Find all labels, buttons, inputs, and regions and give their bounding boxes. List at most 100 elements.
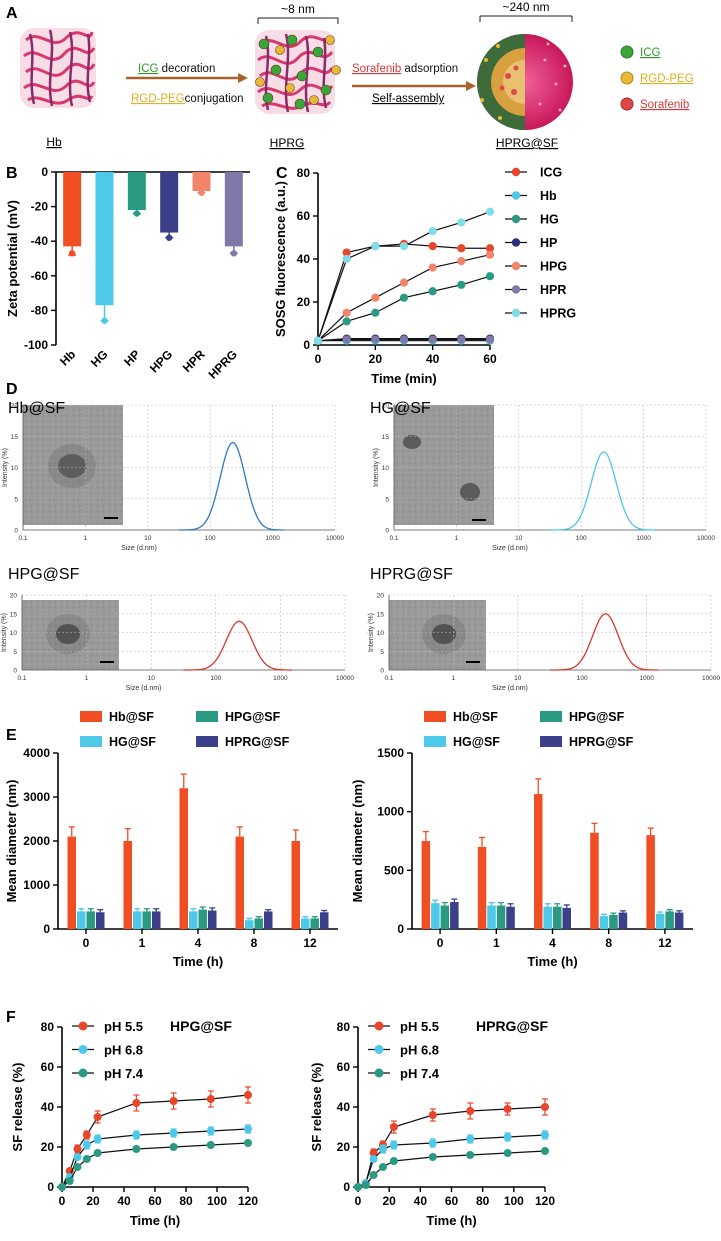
x-tick-label: 1 [85, 675, 89, 682]
y-axis-label: Mean diameter (nm) [350, 780, 365, 903]
data-point [206, 1095, 215, 1103]
hprg-sf-nanoparticle [477, 34, 573, 130]
y-tick-label: 0 [13, 668, 17, 675]
data-point [389, 1157, 398, 1165]
legend-rgd-icon [620, 71, 634, 85]
bar [245, 920, 254, 929]
x-tick-label: 8 [251, 936, 258, 950]
bar [618, 912, 628, 929]
y-tick-label: 0 [303, 338, 310, 352]
x-tick-label: 0.1 [389, 535, 398, 542]
y-tick-label: 0 [14, 528, 18, 535]
y-tick-label: 10 [10, 630, 18, 637]
x-tick-label: 1000 [265, 535, 280, 542]
y-tick-label: 20 [382, 403, 390, 410]
legend-label: pH 7.4 [400, 1066, 440, 1081]
bar [189, 911, 198, 929]
y-tick-label: 40 [41, 1100, 55, 1114]
chart-title: HPRG@SF [476, 1018, 548, 1034]
data-point [457, 335, 466, 344]
step1-text: ICG decoration [138, 63, 215, 75]
chart-title: HPG@SF [170, 1018, 232, 1034]
bar [96, 912, 105, 929]
data-point [58, 1183, 66, 1191]
x-tick-label: HG [88, 347, 111, 370]
x-tick-label: 12 [658, 936, 672, 950]
chart-d2-dls: HG@SF 0.1 1 10 100 1000 10000 0 5 10 15 20 Size (d.n… [370, 400, 715, 552]
y-tick-label: 3000 [23, 790, 50, 804]
data-point [342, 317, 351, 326]
x-tick-label: 12 [303, 936, 317, 950]
data-point [399, 278, 409, 287]
data-point [73, 1163, 82, 1171]
data-point [101, 317, 108, 324]
data-point [485, 272, 495, 281]
legend-swatch [540, 736, 562, 747]
x-tick-label: 60 [483, 352, 497, 366]
data-point [93, 1149, 102, 1157]
x-tick-label: 1 [455, 535, 459, 542]
data-point [378, 1145, 387, 1153]
legend-marker [511, 191, 521, 200]
x-tick-label: 100 [205, 535, 216, 542]
legend-label: HPRG [540, 307, 576, 321]
y-tick-label: 20 [11, 403, 19, 410]
data-point [82, 1141, 91, 1149]
data-point [369, 1155, 378, 1163]
data-point [369, 1171, 378, 1179]
step4-text: Self-assembly [372, 93, 444, 105]
chart-title: HPRG@SF [370, 566, 453, 583]
data-point [457, 218, 466, 227]
y-tick-label: 20 [41, 1140, 55, 1154]
bar-hp [127, 172, 146, 211]
y-tick-label: 10 [382, 465, 390, 472]
data-point [342, 254, 351, 264]
arrow-1-head [238, 73, 248, 83]
legend-label: HG@SF [109, 735, 156, 749]
data-point [244, 1139, 252, 1147]
data-point [389, 1123, 398, 1131]
x-tick-label: 0 [83, 936, 90, 950]
data-point [428, 1153, 437, 1161]
y-axis-label: Intensity (%) [373, 448, 380, 487]
bar-hb [63, 172, 82, 247]
bar [320, 912, 329, 929]
data-point [132, 1145, 141, 1153]
x-tick-label: 8 [605, 936, 612, 950]
legend-label: pH 7.4 [104, 1066, 144, 1081]
y-tick-label: -40 [31, 234, 49, 248]
data-point [68, 250, 76, 257]
x-tick-label: 1 [452, 675, 456, 682]
legend-label: pH 5.5 [104, 1019, 143, 1034]
legend-label: HG [540, 213, 559, 227]
hb-label: Hb [46, 135, 62, 149]
bar [77, 911, 86, 929]
data-point [457, 244, 466, 253]
data-point [169, 1097, 178, 1105]
x-axis-label: Size (d.nm) [121, 545, 157, 552]
x-tick-label: 1000 [639, 675, 654, 682]
y-tick-label: -100 [24, 338, 48, 352]
chart-d1-dls: Hb@SF 0.1 1 10 100 1000 10000 0 5 10 15 20 Size (d.n… [2, 400, 344, 552]
hprg-illustration [255, 30, 341, 114]
y-tick-label: 5 [380, 649, 384, 656]
x-axis-label: Size (d.nm) [126, 685, 162, 692]
data-point [371, 335, 380, 344]
x-axis-label: Time (h) [527, 954, 577, 969]
bar [534, 794, 543, 929]
distribution-curve [183, 620, 292, 671]
bar-hpg [160, 172, 179, 233]
x-tick-label: 10000 [336, 675, 354, 682]
bar [506, 906, 515, 929]
data-point [93, 1113, 102, 1121]
x-tick-label: 0 [355, 1194, 362, 1208]
data-point [371, 242, 380, 251]
legend-marker [511, 285, 521, 294]
x-axis-label: Time (min) [371, 371, 437, 386]
x-tick-label: Hb [57, 347, 78, 368]
bar [553, 906, 562, 929]
data-point [466, 1151, 475, 1159]
legend-marker [374, 1021, 384, 1031]
legend-swatch [540, 711, 562, 722]
